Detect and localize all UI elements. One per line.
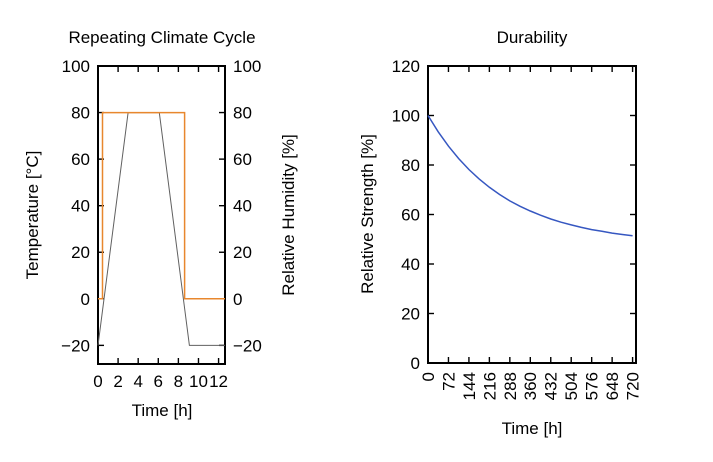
svg-text:0: 0 (411, 354, 420, 373)
svg-text:100: 100 (392, 106, 420, 125)
svg-text:6: 6 (154, 372, 163, 391)
durability-chart-title: Durability (496, 28, 568, 47)
svg-text:72: 72 (439, 372, 458, 391)
svg-text:2: 2 (113, 372, 122, 391)
durability-y-axis-label: Relative Strength [%] (358, 134, 377, 294)
svg-text:60: 60 (71, 150, 90, 169)
svg-text:60: 60 (233, 150, 252, 169)
svg-text:576: 576 (583, 372, 602, 400)
svg-text:−20: −20 (61, 336, 90, 355)
svg-text:120: 120 (392, 57, 420, 76)
svg-text:−20: −20 (233, 336, 262, 355)
climate-y-axis-label: Temperature [°C] (23, 150, 42, 280)
svg-text:20: 20 (401, 304, 420, 323)
svg-text:648: 648 (603, 372, 622, 400)
svg-text:0: 0 (419, 372, 438, 381)
svg-text:720: 720 (624, 372, 643, 400)
climate-chart-title: Repeating Climate Cycle (68, 28, 256, 47)
svg-text:144: 144 (460, 372, 479, 400)
svg-text:100: 100 (62, 57, 90, 76)
svg-text:20: 20 (71, 243, 90, 262)
svg-text:10: 10 (189, 372, 208, 391)
svg-text:288: 288 (501, 372, 520, 400)
svg-text:40: 40 (401, 255, 420, 274)
svg-text:80: 80 (401, 156, 420, 175)
svg-text:80: 80 (233, 104, 252, 123)
svg-text:40: 40 (233, 197, 252, 216)
svg-text:60: 60 (401, 205, 420, 224)
svg-text:80: 80 (71, 104, 90, 123)
svg-text:216: 216 (480, 372, 499, 400)
climate-x-axis-label: Time [h] (131, 401, 193, 420)
svg-text:20: 20 (233, 243, 252, 262)
svg-text:100: 100 (233, 57, 261, 76)
svg-text:8: 8 (174, 372, 183, 391)
svg-text:432: 432 (542, 372, 561, 400)
svg-text:504: 504 (562, 372, 581, 400)
svg-text:0: 0 (93, 372, 102, 391)
svg-text:0: 0 (233, 290, 242, 309)
climate-y2-axis-label: Relative Humidity [%] (279, 134, 298, 296)
svg-text:0: 0 (81, 290, 90, 309)
svg-text:40: 40 (71, 197, 90, 216)
svg-text:360: 360 (521, 372, 540, 400)
svg-text:12: 12 (209, 372, 228, 391)
durability-x-axis-label: Time [h] (501, 419, 563, 438)
svg-text:4: 4 (133, 372, 142, 391)
